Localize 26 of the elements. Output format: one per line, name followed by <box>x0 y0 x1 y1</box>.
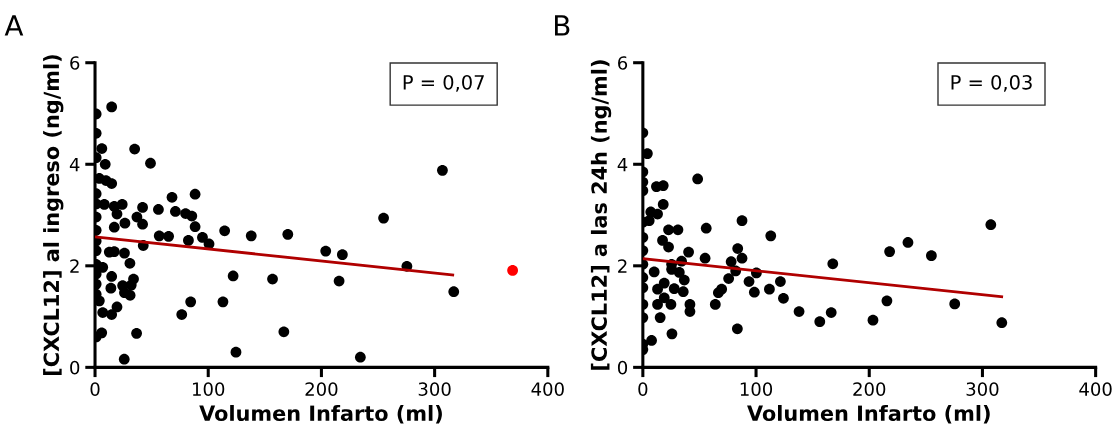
x-tick-label: 0 <box>90 382 100 396</box>
annotation: P = 0,03 <box>951 74 1032 92</box>
annotation: P = 0,07 <box>403 74 484 92</box>
x-tick-label: 400 <box>531 382 564 396</box>
y-tick-label: 2 <box>618 259 627 273</box>
y-tick-label: 0 <box>70 360 80 375</box>
y-tick-label: 6 <box>70 56 80 70</box>
y-axis-title: [CXCL12] al ingreso (ng/ml) <box>43 55 64 375</box>
x-axis-title: Volumen Infarto (ml) <box>747 404 990 424</box>
y-axis-title: [CXCL12] a las 24h (ng/ml) <box>590 60 612 370</box>
y-tick-label: 4 <box>617 157 628 172</box>
x-tick-label: 300 <box>966 382 999 396</box>
x-tick-label: 200 <box>853 382 886 396</box>
x-tick-label: 200 <box>305 382 338 396</box>
y-tick-label: 2 <box>70 259 79 273</box>
x-tick-label: 300 <box>418 382 451 396</box>
y-tick-label: 4 <box>69 157 80 172</box>
y-tick-label: 6 <box>618 56 628 70</box>
x-tick-label: 0 <box>638 382 648 396</box>
x-tick-label: 100 <box>192 382 225 396</box>
x-axis-title: Volumen Infarto (ml) <box>199 404 442 424</box>
chart-title: B <box>555 15 570 36</box>
y-tick-label: 0 <box>617 360 628 375</box>
chart-title: A <box>4 15 24 36</box>
x-tick-label: 400 <box>1079 382 1112 396</box>
x-tick-label: 100 <box>740 382 773 396</box>
